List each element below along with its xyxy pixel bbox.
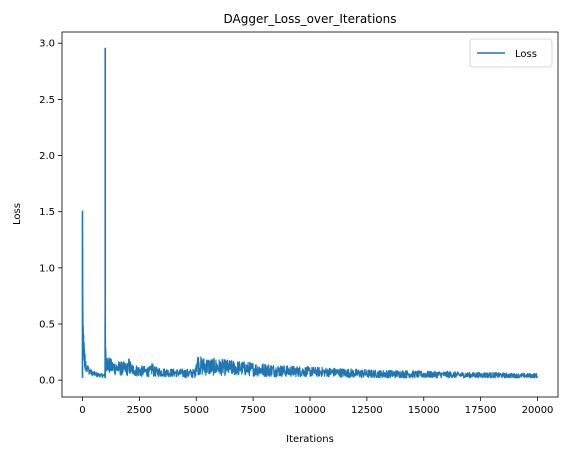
x-axis-ticks: 0 2500 5000 7500 10000 12500 15000 17500 20000: [79, 397, 553, 416]
y-tick-label: 0.0: [39, 376, 55, 387]
x-tick-label: 5000: [184, 405, 209, 416]
legend: Loss: [469, 38, 553, 68]
plot-frame: [61, 31, 559, 398]
legend-box: [469, 38, 553, 68]
plot-area: [81, 47, 539, 379]
y-tick-label: 0.5: [39, 320, 55, 331]
x-tick-label: 17500: [465, 405, 497, 416]
x-tick-label: 2500: [127, 405, 152, 416]
x-tick-label: 15000: [408, 405, 440, 416]
y-tick-label: 3.0: [39, 39, 55, 50]
y-axis-ticks: 0.0 0.5 1.0 1.5 2.0 2.5 3.0: [39, 39, 62, 387]
y-tick-label: 1.5: [39, 207, 55, 218]
loss-series-line: [81, 187, 539, 379]
x-axis-label: Iterations: [286, 434, 334, 445]
y-tick-label: 2.5: [39, 95, 55, 106]
chart-title: DAgger_Loss_over_Iterations: [223, 12, 396, 26]
x-tick-label: 12500: [351, 405, 383, 416]
x-tick-label: 7500: [240, 405, 265, 416]
y-tick-label: 1.0: [39, 263, 55, 274]
y-axis-label: Loss: [12, 203, 23, 225]
legend-label-loss: Loss: [515, 49, 537, 60]
x-tick-label: 20000: [522, 405, 554, 416]
x-tick-label: 10000: [294, 405, 326, 416]
x-tick-label: 0: [79, 405, 85, 416]
y-tick-label: 2.0: [39, 151, 55, 162]
